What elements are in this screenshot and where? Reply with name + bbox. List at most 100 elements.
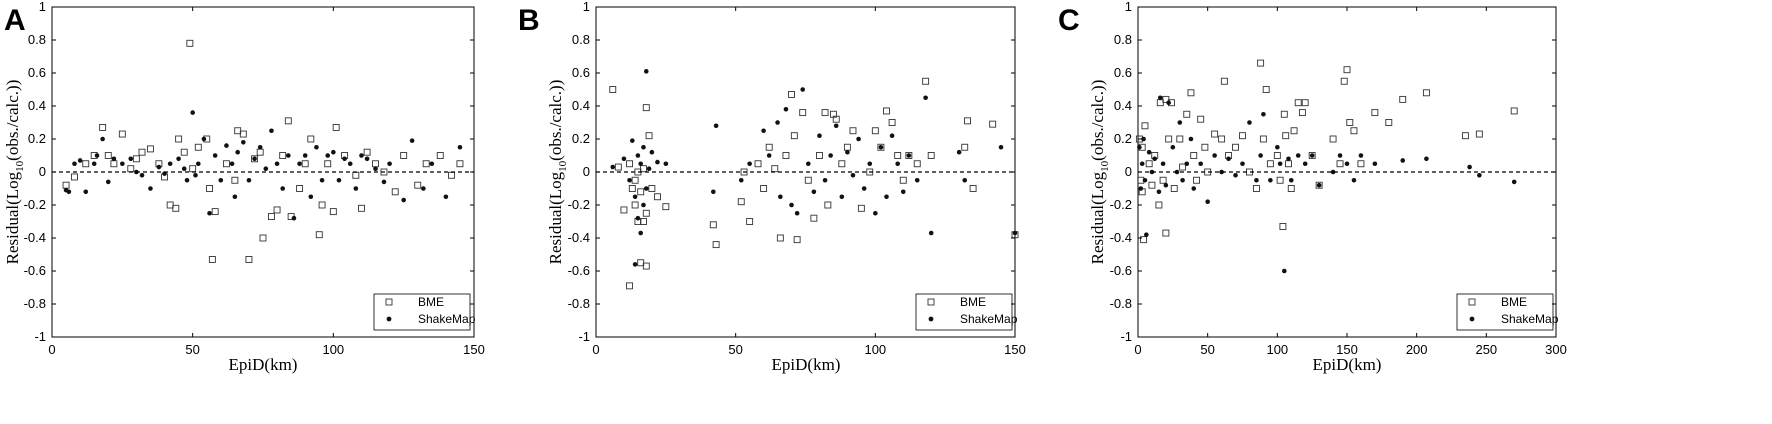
panel-a-shakemap-point: [224, 143, 229, 148]
panel-c-bme-point: [1187, 89, 1195, 97]
panel-b-shakemap-point: [610, 164, 616, 170]
panel-a-legend: BME ShakeMap: [373, 293, 476, 331]
panel-b-shakemap-point: [873, 210, 878, 216]
panel-c-bme-point: [1343, 66, 1351, 74]
panel-b-bme-point: [609, 86, 617, 93]
panel-b-legend-bme-label: BME: [960, 295, 986, 309]
panel-b-shakemap-point: [839, 194, 845, 200]
panel-c-shakemap-point: [1233, 173, 1238, 178]
panel-b-shakemap-point: [928, 230, 934, 236]
panel-b-shakemap-point: [621, 156, 627, 162]
panel-b-bme-point: [640, 165, 647, 173]
panel-b-bme-point: [637, 259, 645, 267]
panel-c-shakemap-point: [1141, 136, 1146, 142]
panel-c-shakemap-point: [1188, 136, 1194, 142]
panel-b-shakemap-point: [663, 161, 669, 167]
panel-c-shakemap-point: [1149, 169, 1155, 175]
panel-c-x-tick-label: 200: [1406, 342, 1428, 357]
panel-a-shakemap-point: [218, 177, 224, 183]
panel-c-bme-point: [1276, 176, 1284, 184]
panel-c-shakemap-point: [1424, 156, 1429, 162]
panel-c-shakemap-point: [1511, 179, 1517, 185]
panel-c-shakemap-point: [1180, 177, 1185, 183]
panel-b-shakemap-point: [641, 202, 646, 208]
panel-a-shakemap-point: [212, 153, 218, 158]
panel-a-y-tick-label: 0.2: [28, 131, 46, 146]
panel-b-bme-point: [913, 160, 921, 168]
panel-a-bme-point: [222, 160, 230, 168]
panel-c-shakemap-point: [1177, 120, 1183, 125]
panel-c-shakemap-point: [1226, 156, 1231, 162]
panel-a-bme-point: [329, 208, 337, 216]
panel-c-shakemap-point: [1302, 161, 1308, 167]
panel-a-y-tick-label: -0.4: [24, 230, 46, 245]
panel-b-shakemap-point: [761, 128, 766, 134]
panel-c-shakemap-point: [1184, 161, 1190, 167]
panel-b-bme-point: [746, 218, 754, 225]
panel-a-bme-point: [127, 165, 135, 173]
panel-c-bme-point: [1287, 185, 1295, 192]
panel-b-bme-point: [642, 209, 650, 217]
panel-b-bme-point: [969, 185, 977, 192]
panel-c-bme-point: [1340, 77, 1348, 85]
panel-a-y-tick-label: 0.8: [28, 32, 46, 47]
panel-b-y-tick-label: 0.6: [572, 65, 590, 80]
panel-a-shakemap-point: [342, 156, 347, 162]
panel-c-shakemap-point: [1258, 153, 1263, 158]
panel-b-shakemap-point: [638, 230, 643, 236]
panel-b-bme-point: [905, 152, 913, 159]
panel-c-bme-point: [1294, 99, 1302, 107]
panel-a-y-tick-label: 1: [39, 0, 46, 14]
panel-a-bme-point: [391, 188, 399, 196]
panel-c-bme-point: [1315, 181, 1323, 189]
panel-c-bme-point: [1475, 130, 1483, 138]
panel-c-shakemap-point: [1351, 177, 1357, 183]
panel-c-legend-shakemap-label: ShakeMap: [1501, 312, 1559, 326]
panel-a-bme-point: [71, 173, 78, 181]
panel-c-bme-point: [1280, 110, 1288, 118]
panel-c-shakemap-point: [1198, 161, 1203, 167]
panel-a-letter: A: [4, 4, 26, 37]
panel-a-bme-point: [206, 185, 213, 192]
panel-b-bme-point: [637, 188, 645, 196]
panel-c-bme-point: [1239, 132, 1246, 140]
panel-b-bme-point: [740, 168, 748, 176]
panel-a-shakemap-point: [83, 189, 89, 195]
panel-a-bme-point: [296, 185, 304, 192]
panel-a-legend-shakemap-label: ShakeMap: [418, 312, 476, 326]
panel-a-x-tick-label: 0: [48, 342, 55, 357]
panel-b-shakemap-point: [833, 123, 839, 129]
panel-c-bme-point: [1301, 99, 1309, 107]
panel-a-bme-point: [315, 231, 323, 239]
panel-c-shakemap-point: [1277, 161, 1283, 167]
panel-a-shakemap-point: [314, 144, 319, 150]
panel-a-bme-point: [211, 208, 219, 216]
panel-c-shakemap-point: [1254, 177, 1259, 183]
panel-c-bme-point: [1461, 132, 1469, 140]
panel-a-y-tick-label: 0.6: [28, 65, 46, 80]
panel-c-bme-point: [1298, 109, 1306, 117]
panel-c-x-tick-label: 300: [1545, 342, 1567, 357]
panel-c-shakemap-point: [1467, 164, 1472, 170]
panel-c-shakemap-point: [1282, 268, 1287, 274]
panel-c-y-tick-label: 0.6: [1114, 65, 1132, 80]
panel-b-shakemap-point: [861, 186, 867, 191]
panel-c-shakemap-point: [1191, 186, 1197, 191]
panel-b-shakemap-point: [856, 136, 861, 142]
panel-a-bme-point: [318, 201, 326, 209]
panel-b-shakemap-point: [817, 133, 822, 138]
panel-a-bme-point: [358, 204, 365, 212]
panel-b-bme-point: [964, 117, 971, 125]
panel-b-shakemap-point: [828, 153, 833, 158]
panel-b-shakemap-point: [895, 161, 900, 167]
panel-c-x-tick-label: 150: [1336, 342, 1358, 357]
panel-c-shakemap-point: [1152, 156, 1158, 162]
panel-c-bme-point: [1385, 119, 1393, 126]
panel-a-bme-point: [456, 160, 464, 168]
panel-a-shakemap-point: [241, 140, 246, 145]
panel-b-bme-point: [631, 176, 639, 184]
panel-b-y-tick-label: -1: [578, 329, 590, 344]
panel-c-bme-point: [1148, 181, 1156, 189]
panel-c-bme-point: [1159, 176, 1167, 184]
panel-b-shakemap-point: [805, 161, 811, 167]
